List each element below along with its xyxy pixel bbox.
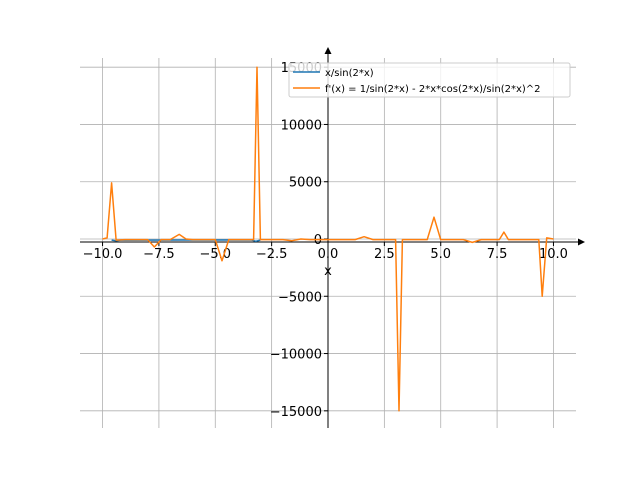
- y-axis-arrowhead: [324, 47, 332, 54]
- x-axis-arrowhead: [578, 238, 585, 246]
- y-tick-label-1: −10000: [270, 348, 322, 363]
- y-tick-label-5: 10000: [281, 118, 322, 133]
- y-tick-label-2: −5000: [278, 290, 322, 305]
- x-tick-label-8: 10.0: [539, 247, 568, 262]
- x-tick-label-7: 7.5: [487, 247, 508, 262]
- series-line-2: [102, 66, 554, 412]
- legend-box: [288, 62, 571, 98]
- x-tick-label-5: 2.5: [374, 247, 395, 262]
- legend: x/sin(2*x) f'(x) = 1/sin(2*x) - 2*x*cos(…: [288, 62, 571, 98]
- y-tick-label-0: −15000: [270, 405, 322, 420]
- series-lines: [102, 66, 554, 412]
- axes: −10.0 −7.5 −5.0 −2.5 0.0 2.5 5.0 7.5 10.0−15000−…: [80, 47, 585, 428]
- x-tick-label-0: −10.0: [83, 247, 123, 262]
- x-tick-label-4: 0.0: [318, 247, 339, 262]
- series-line-1: [111, 239, 261, 243]
- legend-label-series-1: x/sin(2*x): [325, 68, 374, 79]
- x-tick-label-6: 5.0: [430, 247, 451, 262]
- x-tick-label-1: −7.5: [143, 247, 175, 262]
- x-axis-title: x: [324, 264, 332, 279]
- legend-label-series-2: f'(x) = 1/sin(2*x) - 2*x*cos(2*x)/sin(2*…: [325, 84, 541, 95]
- x-tick-label-3: −2.5: [256, 247, 288, 262]
- y-tick-label-4: 5000: [289, 176, 322, 191]
- y-tick-label-3: 0: [314, 233, 322, 248]
